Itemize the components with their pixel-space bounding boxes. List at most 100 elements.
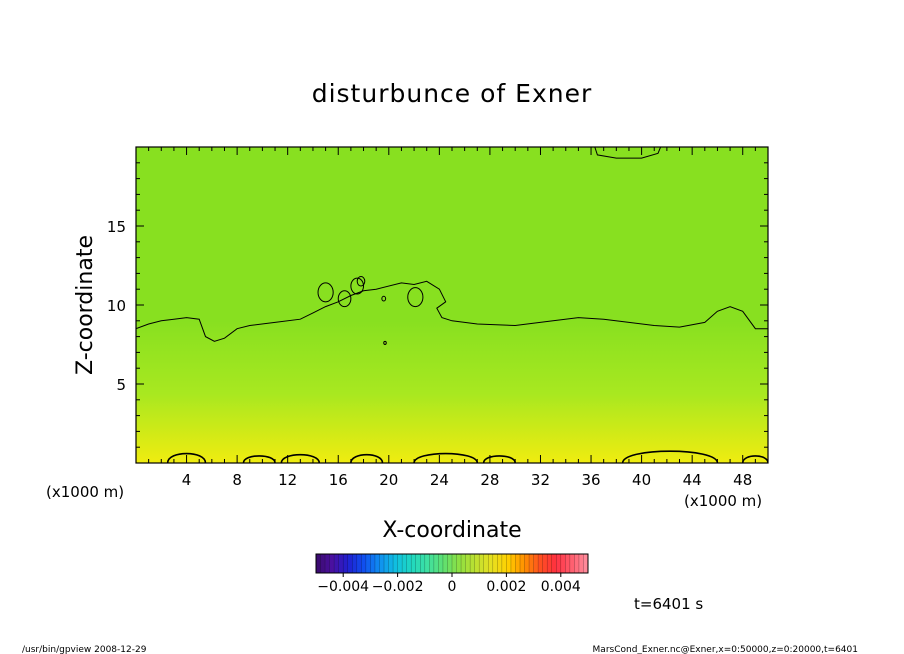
small-contour (383, 340, 387, 346)
footer-right: MarsCond_Exner.nc@Exner,x=0:50000,z=0:20… (593, 645, 858, 654)
x-tick-label: 20 (379, 471, 398, 489)
x-tick-label: 48 (733, 471, 752, 489)
x-unit-left: (x1000 m) (46, 483, 124, 501)
small-contour (317, 282, 334, 303)
x-tick-label: 32 (531, 471, 550, 489)
colorbar-segment (470, 554, 475, 573)
colorbar-labels: −0.004 −0.002 0 0.002 0.004 (317, 573, 581, 595)
colorbar-segment (479, 554, 485, 573)
colorbar-segment (474, 554, 480, 573)
colorbar-tick-label: −0.004 (317, 579, 369, 595)
bottom-contour (350, 453, 384, 463)
colorbar-segment (488, 554, 494, 573)
colorbar-segment (524, 554, 530, 573)
colorbar-segment (379, 554, 385, 573)
colorbar-segment (492, 554, 498, 573)
colorbar-segment (551, 554, 557, 573)
x-tick-label: 24 (430, 471, 449, 489)
colorbar-segment (442, 554, 448, 573)
bottom-contour (482, 455, 516, 463)
colorbar-segment (433, 554, 439, 573)
small-contour (350, 277, 365, 295)
x-unit-right: (x1000 m) (684, 492, 762, 510)
colorbar-segment (438, 554, 444, 573)
colorbar-segment (402, 554, 407, 573)
colorbar-segment (556, 554, 562, 573)
colorbar-segment (320, 554, 326, 573)
colorbar-segment (397, 554, 403, 573)
bottom-contour (741, 455, 768, 463)
bottom-contour (413, 452, 479, 463)
colorbar-segment (356, 554, 362, 573)
x-axis: 4 8 12 16 20 24 28 32 36 40 44 48 (148, 147, 756, 489)
colorbar-segment (406, 554, 412, 573)
colorbar-segment (384, 554, 389, 573)
scalar-field (136, 147, 768, 463)
colorbar-segment (569, 554, 575, 573)
colorbar-segment (529, 554, 534, 573)
colorbar-segment (574, 554, 580, 573)
x-tick-label: 44 (683, 471, 702, 489)
colorbar (315, 553, 589, 574)
small-contour (356, 276, 366, 287)
colorbar-segment (329, 554, 335, 573)
y-tick-label: 5 (116, 376, 126, 394)
colorbar-segment (578, 554, 584, 573)
colorbar-segment (429, 554, 435, 573)
colorbar-tick-label: −0.002 (372, 579, 424, 595)
colorbar-segment (520, 554, 525, 573)
colorbar-segment (542, 554, 548, 573)
colorbar-segment (424, 554, 430, 573)
bottom-contour (280, 453, 321, 463)
time-label: t=6401 s (634, 595, 703, 613)
colorbar-segment (365, 554, 371, 573)
colorbar-tick-label: 0.004 (541, 579, 581, 595)
small-contour (381, 295, 387, 302)
x-tick-label: 40 (632, 471, 651, 489)
x-tick-label: 4 (182, 471, 192, 489)
chart-title: disturbunce of Exner (312, 79, 593, 108)
colorbar-segment (483, 554, 489, 573)
colorbar-segment (388, 554, 394, 573)
colorbar-segment (497, 554, 503, 573)
contour-lines (136, 147, 768, 463)
colorbar-segment (510, 554, 516, 573)
plot-area (136, 147, 768, 463)
colorbar-segment (411, 554, 417, 573)
colorbar-tick-label: 0 (448, 579, 457, 595)
y-axis: 5 10 15 (107, 162, 768, 448)
colorbar-segment (506, 554, 512, 573)
zero-contour (136, 280, 768, 342)
colorbar-segment (465, 554, 471, 573)
colorbar-segment (343, 554, 349, 573)
colorbar-segment (374, 554, 380, 573)
footer-left: /usr/bin/gpview 2008-12-29 (22, 645, 147, 654)
colorbar-segment (533, 554, 539, 573)
colorbar-segment (452, 554, 457, 573)
x-tick-label: 8 (232, 471, 242, 489)
x-tick-label: 36 (581, 471, 600, 489)
x-tick-label: 16 (329, 471, 348, 489)
bottom-contour (166, 452, 207, 463)
colorbar-segment (316, 554, 321, 573)
colorbar-segment (338, 554, 344, 573)
x-tick-label: 12 (278, 471, 297, 489)
top-contour (594, 147, 662, 159)
small-contour (337, 290, 352, 308)
colorbar-segment (515, 554, 521, 573)
colorbar-segment (538, 554, 543, 573)
x-axis-label: X-coordinate (382, 518, 521, 543)
colorbar-segment (583, 554, 589, 573)
colorbar-segment (501, 554, 507, 573)
small-contour (407, 287, 424, 308)
colorbar-segment (352, 554, 358, 573)
colorbar-segment (361, 554, 367, 573)
x-tick-label: 28 (480, 471, 499, 489)
colorbar-segment (565, 554, 571, 573)
colorbar-segment (420, 554, 426, 573)
colorbar-segment (547, 554, 553, 573)
y-tick-label: 10 (107, 297, 126, 315)
colorbar-tick-label: 0.002 (486, 579, 526, 595)
y-axis-label: Z-coordinate (73, 235, 98, 375)
